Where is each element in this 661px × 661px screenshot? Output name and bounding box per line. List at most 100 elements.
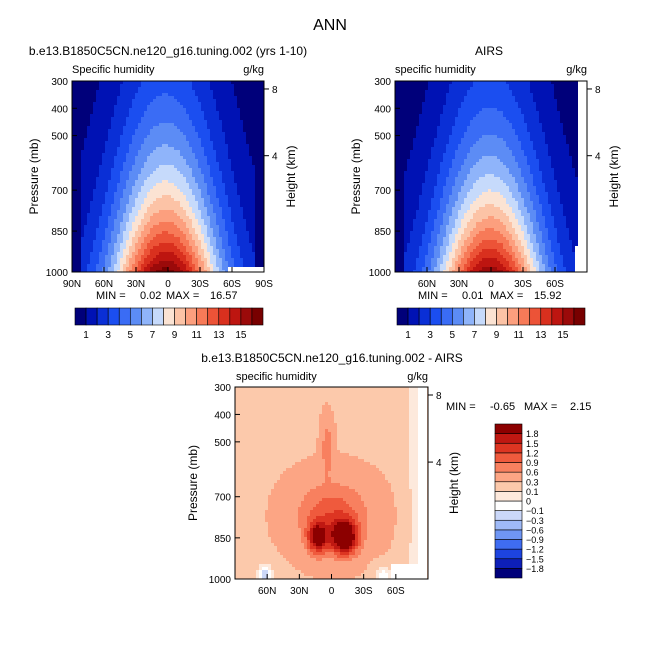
field-cell bbox=[231, 261, 235, 265]
field-cell bbox=[93, 261, 97, 265]
field-cell bbox=[102, 120, 106, 124]
field-cell bbox=[72, 240, 76, 244]
field-cell bbox=[147, 144, 151, 148]
field-cell bbox=[177, 264, 181, 268]
field-cell bbox=[560, 87, 564, 91]
field-cell bbox=[102, 138, 106, 142]
field-cell bbox=[171, 228, 175, 232]
field-cell bbox=[168, 147, 172, 151]
field-cell bbox=[198, 240, 202, 244]
field-cell bbox=[126, 81, 130, 85]
field-cell bbox=[186, 99, 190, 103]
field-cell bbox=[105, 264, 109, 268]
field-cell bbox=[225, 90, 229, 94]
field-cell bbox=[102, 204, 106, 208]
field-cell bbox=[114, 108, 118, 112]
field-cell bbox=[455, 81, 459, 85]
field-cell bbox=[177, 222, 181, 226]
field-cell bbox=[452, 102, 456, 106]
field-cell bbox=[204, 159, 208, 163]
field-cell bbox=[78, 195, 82, 199]
field-cell bbox=[141, 258, 145, 262]
field-cell bbox=[78, 126, 82, 130]
field-cell bbox=[198, 189, 202, 193]
field-cell bbox=[168, 171, 172, 175]
field-cell bbox=[207, 204, 211, 208]
field-cell bbox=[192, 180, 196, 184]
field-cell bbox=[78, 153, 82, 157]
field-cell bbox=[165, 237, 169, 241]
field-cell bbox=[581, 87, 585, 91]
field-cell bbox=[87, 180, 91, 184]
field-cell bbox=[153, 186, 157, 190]
field-cell bbox=[150, 96, 154, 100]
field-cell bbox=[87, 198, 91, 202]
field-cell bbox=[198, 261, 202, 265]
field-cell bbox=[243, 147, 247, 151]
field-cell bbox=[84, 108, 88, 112]
field-cell bbox=[123, 90, 127, 94]
field-cell bbox=[210, 156, 214, 160]
field-cell bbox=[446, 111, 450, 115]
field-cell bbox=[195, 141, 199, 145]
field-cell bbox=[422, 108, 426, 112]
field-cell bbox=[452, 105, 456, 109]
field-cell bbox=[114, 87, 118, 91]
panel-airs-title: AIRS bbox=[475, 44, 503, 58]
field-cell bbox=[114, 180, 118, 184]
field-cell bbox=[105, 159, 109, 163]
field-cell bbox=[96, 96, 100, 100]
field-cell bbox=[219, 261, 223, 265]
field-cell bbox=[120, 186, 124, 190]
field-cell bbox=[174, 237, 178, 241]
field-cell bbox=[446, 90, 450, 94]
field-cell bbox=[84, 153, 88, 157]
field-cell bbox=[482, 84, 486, 88]
field-cell bbox=[96, 84, 100, 88]
field-cell bbox=[222, 243, 226, 247]
field-cell bbox=[545, 93, 549, 97]
field-cell bbox=[141, 270, 145, 273]
field-cell bbox=[204, 102, 208, 106]
field-cell bbox=[527, 90, 531, 94]
field-cell bbox=[398, 90, 402, 94]
field-cell bbox=[192, 258, 196, 262]
field-cell bbox=[231, 201, 235, 205]
field-cell bbox=[78, 186, 82, 190]
field-cell bbox=[147, 111, 151, 115]
field-cell bbox=[105, 120, 109, 124]
field-cell bbox=[147, 108, 151, 112]
field-cell bbox=[144, 84, 148, 88]
field-cell bbox=[120, 114, 124, 118]
field-cell bbox=[159, 192, 163, 196]
field-cell bbox=[99, 141, 103, 145]
field-cell bbox=[165, 87, 169, 91]
field-cell bbox=[207, 174, 211, 178]
field-cell bbox=[183, 153, 187, 157]
field-cell bbox=[156, 267, 160, 271]
field-cell bbox=[129, 93, 133, 97]
field-cell bbox=[246, 258, 250, 262]
field-cell bbox=[126, 201, 130, 205]
field-cell bbox=[75, 261, 79, 265]
field-cell bbox=[491, 90, 495, 94]
field-cell bbox=[198, 186, 202, 190]
field-cell bbox=[129, 123, 133, 127]
field-cell bbox=[198, 180, 202, 184]
field-cell bbox=[443, 117, 447, 121]
field-cell bbox=[159, 225, 163, 229]
field-cell bbox=[476, 117, 480, 121]
field-cell bbox=[249, 213, 253, 217]
field-cell bbox=[147, 264, 151, 268]
field-cell bbox=[123, 210, 127, 214]
field-cell bbox=[237, 231, 241, 235]
field-cell bbox=[180, 81, 184, 85]
field-cell bbox=[72, 174, 76, 178]
field-cell bbox=[210, 132, 214, 136]
field-cell bbox=[195, 114, 199, 118]
field-cell bbox=[243, 102, 247, 106]
field-cell bbox=[114, 246, 118, 250]
field-cell bbox=[225, 243, 229, 247]
field-cell bbox=[228, 90, 232, 94]
field-cell bbox=[246, 114, 250, 118]
